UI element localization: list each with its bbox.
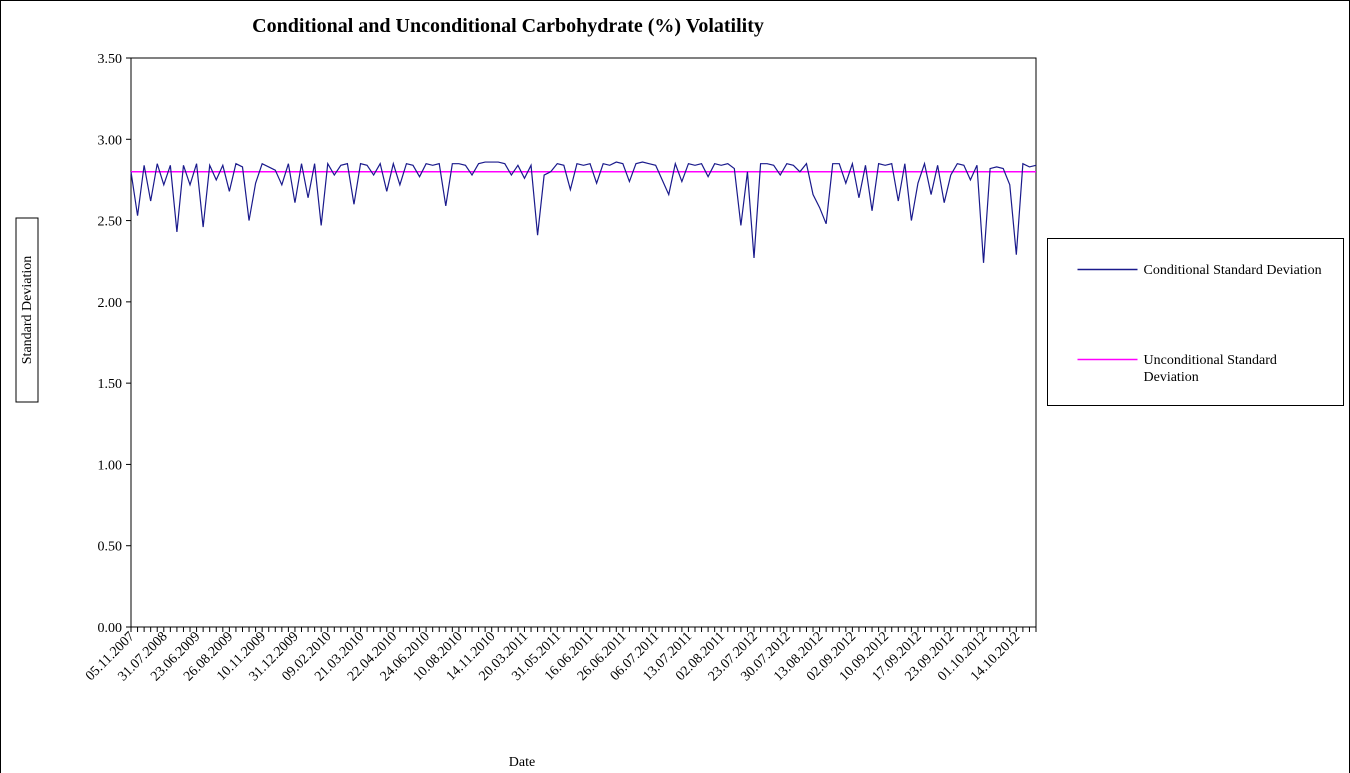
y-axis-label: Standard Deviation: [20, 256, 35, 364]
y-tick-label: 1.50: [98, 377, 123, 392]
y-tick-label: 3.00: [98, 133, 123, 148]
chart-title: Conditional and Unconditional Carbohydra…: [252, 15, 764, 37]
legend-label: Unconditional Standard Deviation: [1143, 352, 1277, 385]
y-tick-label: 3.50: [98, 52, 123, 67]
y-tick-label: 0.00: [98, 621, 123, 636]
y-label-box: [15, 217, 39, 403]
y-tick-label: 2.00: [98, 296, 123, 311]
legend-label: Conditional Standard Deviation: [1143, 262, 1322, 278]
legend: [1047, 238, 1344, 406]
y-tick-label: 2.50: [98, 215, 123, 230]
y-tick-label: 0.50: [98, 540, 123, 555]
y-tick-label: 1.00: [98, 458, 123, 473]
series-line: [130, 161, 1037, 263]
plot-area: [130, 57, 1037, 628]
x-axis-label: Date: [509, 755, 535, 770]
